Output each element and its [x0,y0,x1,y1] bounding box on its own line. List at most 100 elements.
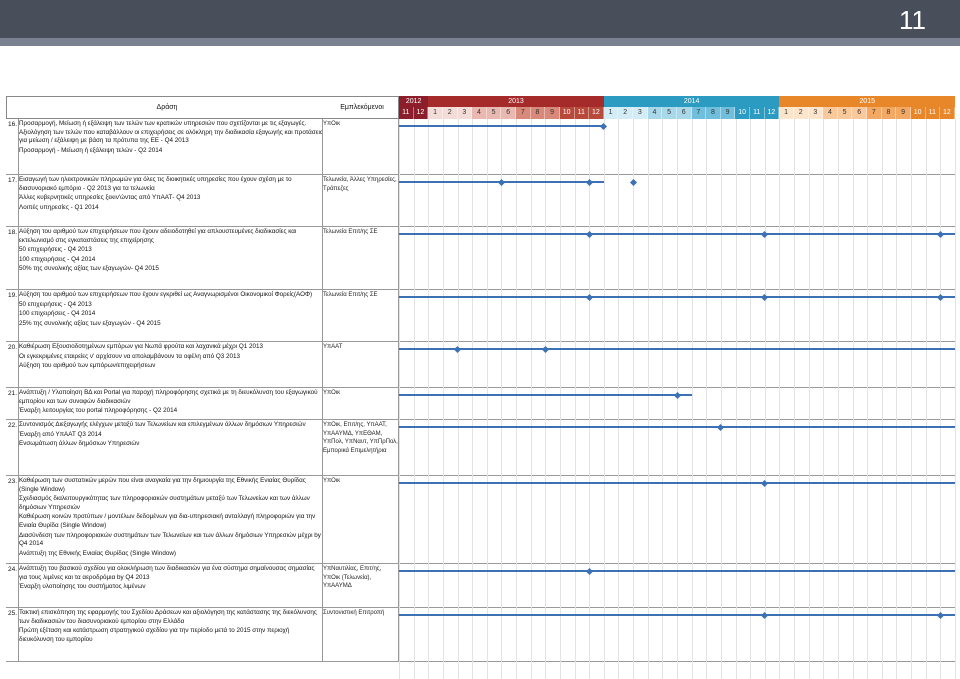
month-label: 12 [413,107,429,119]
grid-line [472,119,474,679]
grid-line [691,119,693,679]
action-line: Καθιέρωση Εξουσιοδοτημένων εμπόρων για Ν… [19,343,263,350]
actors-text: Τελωνεία Επιτ/ης ΣΕ [323,229,378,235]
milestone-diamond [585,567,593,575]
year-header: 2012 2013 2014 2015 [399,96,955,107]
month-label: 5 [486,107,502,119]
title-band-stripe [0,38,960,46]
action-line: Εισαγωγή των ηλεκτρονικών πληρωμών για ό… [19,176,292,192]
month-label: 7 [516,107,531,119]
grid-line [662,119,664,679]
column-divider [398,388,399,420]
actors-text: ΥπΑΑΤ [323,344,343,350]
gantt-bar [399,296,955,298]
gantt-bar [399,426,955,428]
action-line: Καθιέρωση των συστατικών μερών που είναι… [19,477,306,493]
action-line: Πρώτη εξέταση και κατάστρωση στρατηγικού… [19,627,290,643]
action-line: Συντονισμός Διεξαγωγής ελέγχων μεταξύ τω… [19,421,306,428]
gantt-bar [399,233,955,235]
column-divider [18,119,19,175]
row-number: 20. [8,344,18,351]
column-divider [322,420,323,476]
grid-line [779,119,781,679]
month-label: 7 [867,107,882,119]
action-line: Άλλες κυβερνητικές υπηρεσίες ξεκιν'ώντας… [19,194,201,202]
action-line: Λοιπές υπηρεσίες - Q1 2014 [19,203,99,211]
table-row: 16. Προσαρμογή, Μείωση ή εξάλειψη των τελ… [6,119,956,175]
column-divider [322,564,323,608]
month-label: 8 [881,107,897,119]
column-divider [18,608,19,662]
action-line: Έναρξη από ΥπΑΑΤ Q3 2014 [19,430,102,438]
month-label: 7 [691,107,707,119]
action-text: Προσαρμογή, Μείωση ή εξάλειψη των τελών … [19,120,324,156]
grid-line [589,119,591,679]
table-row: 19. Αύξηση του αριθμού των επιχειρήσεων π… [6,290,956,342]
year-label: 2013 [428,96,604,107]
grid-line [867,119,869,679]
actors-text: ΥπΟικ, Επιτ/ης, ΥπΑΑΤ, ΥπΑΑΥΜΔ, ΥπΕΘΑΜ, … [323,422,398,454]
action-text: Αύξηση του αριθμού των επιχειρήσεων που … [19,228,324,275]
month-label: 12 [589,107,604,119]
column-divider [398,175,399,227]
milestone-diamond [629,178,637,186]
action-text: Αύξηση του αριθμού των επιχειρήσεων που … [19,291,324,329]
grid-line [940,119,942,679]
row-number: 18. [8,229,18,236]
column-divider [398,564,399,608]
column-divider [398,420,399,476]
column-divider [322,608,323,662]
action-line: Ανάπτυξη της Εθνικής Ενιαίας Θυρίδας (Si… [19,549,176,557]
gantt-bar [399,482,955,484]
column-divider [322,290,323,342]
column-divider [398,608,399,662]
milestone-diamond [585,293,593,301]
action-line: Αύξηση του αριθμού των επιχειρήσεων που … [19,291,313,298]
milestone-diamond [497,178,505,186]
grid-line [720,119,722,679]
year-label: 2014 [603,96,780,107]
column-divider [398,290,399,342]
grid-line [823,119,825,679]
milestone-diamond [761,479,769,487]
column-divider [18,388,19,420]
action-text: Τακτική επισκόπηση της εφαρμογής του Σχε… [19,609,324,645]
month-label: 8 [530,107,546,119]
row-number: 17. [8,177,18,184]
year-label: 2015 [779,96,955,107]
actors-text: Τελωνεία, Άλλες Υπηρεσίες, Τράπεζες [323,177,397,192]
grid-line [750,119,752,679]
grid-line [442,119,444,679]
title-band [0,0,960,38]
action-line: Καθιέρωση κοινών προτύπων / μοντέλων δεδ… [19,513,316,529]
column-divider [18,342,19,388]
column-divider [18,175,19,227]
action-line: Σχεδιασμός διαλειτουργικότητας των πληρο… [19,495,310,511]
column-divider [398,227,399,290]
action-text: Καθιέρωση των συστατικών μερών που είναι… [19,477,324,559]
grid-line [603,119,605,679]
actors-text: ΥπΝαυτιλίας, Επιτ/ης, ΥπΟικ (Τελωνεία), … [323,566,382,590]
grid-line [530,119,532,679]
action-text: Καθιέρωση Εξουσιοδοτημένων εμπόρων για Ν… [19,343,324,372]
action-text: Συντονισμός Διεξαγωγής ελέγχων μεταξύ τω… [19,421,324,450]
table-row: 25. Τακτική επισκόπηση της εφαρμογής του … [6,608,956,662]
grid-line [501,119,503,679]
milestone-diamond [673,391,681,399]
month-label: 1 [779,107,794,119]
action-line: Διασύνδεση των πληροφοριακών συστημάτων … [19,531,321,548]
month-label: 10 [559,107,575,119]
table-row: 18. Αύξηση του αριθμού των επιχειρήσεων π… [6,227,956,290]
action-line: 50 επιχειρήσεις - Q4 2013 [19,246,92,254]
action-text: Ανάπτυξη του βασικού σχεδίου για ολοκλήρ… [19,565,324,593]
grid-line [428,119,430,679]
month-label: 1 [428,107,443,119]
column-divider [18,476,19,564]
month-label: 5 [837,107,853,119]
action-line: Προσαρμογή - Μείωση ή εξάλειψη τελών - Q… [19,146,163,154]
gantt-bar [399,348,955,350]
action-line: 50 επιχειρήσεις - Q4 2013 [19,300,92,308]
month-label: 3 [633,107,648,119]
actors-text: Τελωνεία Επιτ/ης ΣΕ [323,292,378,298]
grid-line [808,119,810,679]
